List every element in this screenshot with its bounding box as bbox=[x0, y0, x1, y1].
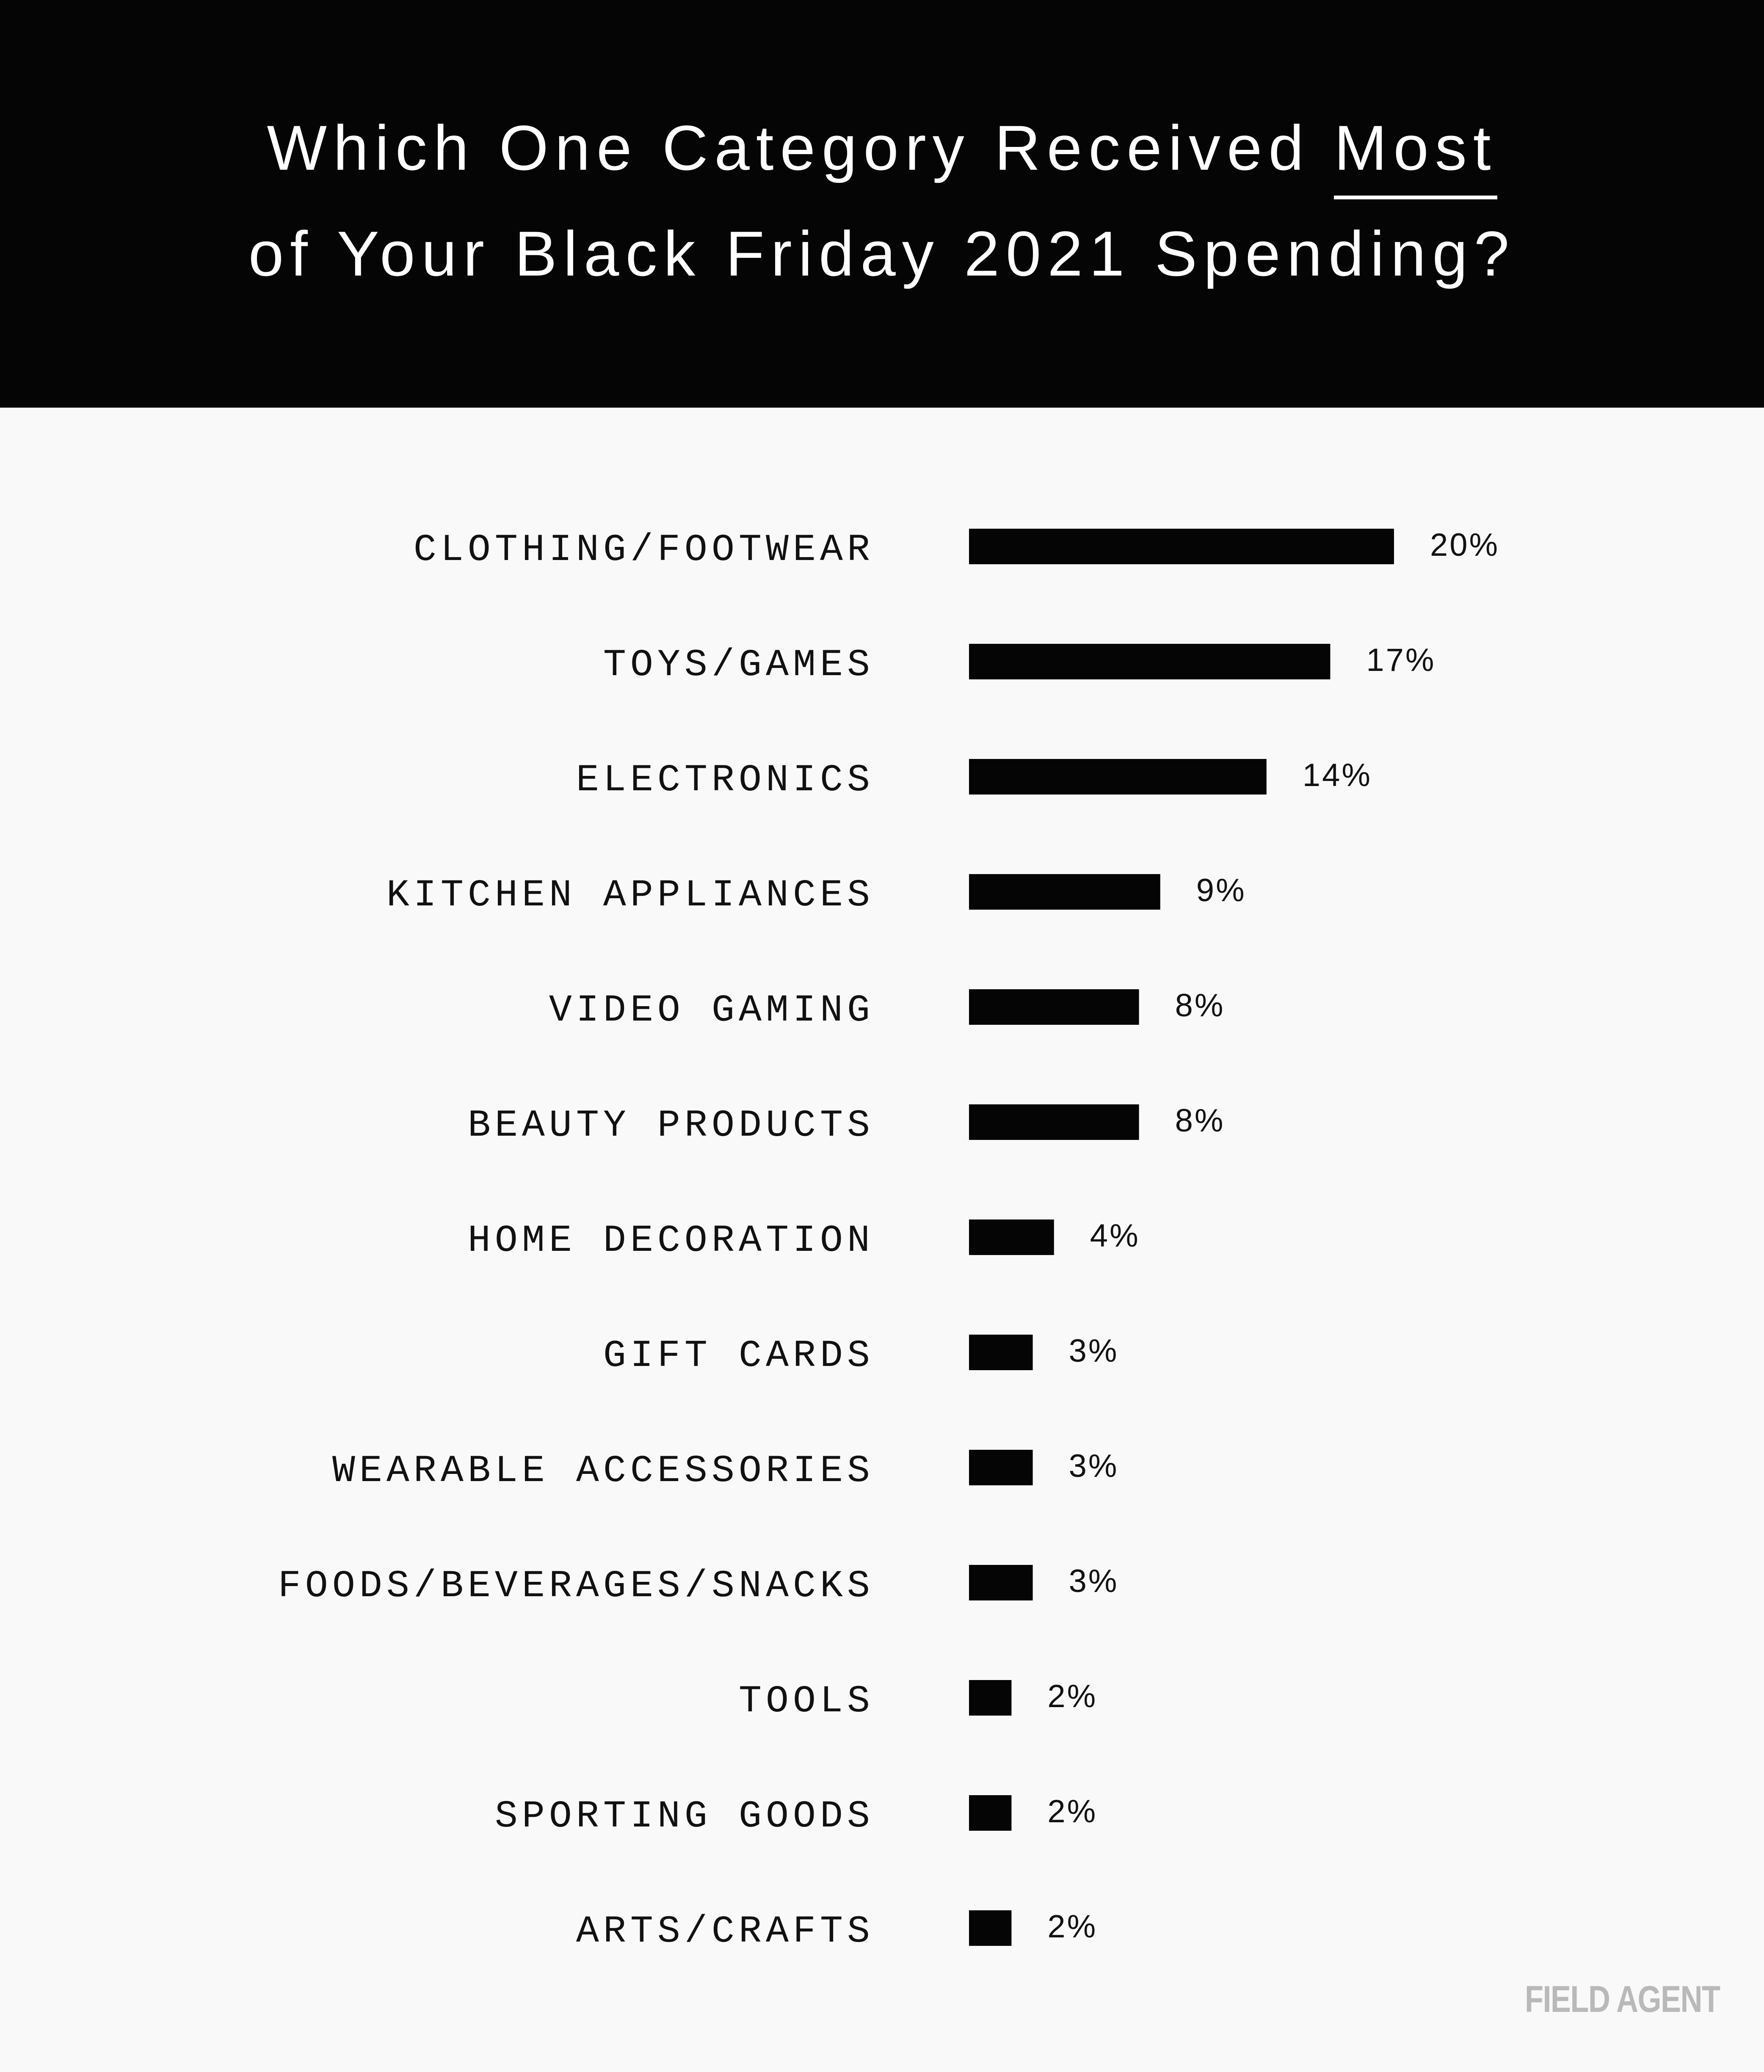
bar bbox=[969, 529, 1394, 564]
category-label: WEARABLE ACCESSORIES bbox=[332, 1450, 874, 1493]
category-label: GIFT CARDS bbox=[603, 1335, 874, 1378]
category-label: CLOTHING/FOOTWEAR bbox=[414, 529, 874, 572]
value-label: 9% bbox=[1196, 872, 1246, 908]
category-label: BEAUTY PRODUCTS bbox=[468, 1104, 874, 1148]
bar bbox=[969, 644, 1331, 679]
value-label: 4% bbox=[1090, 1218, 1140, 1254]
value-label: 14% bbox=[1303, 757, 1372, 793]
bar bbox=[969, 989, 1139, 1025]
category-label: KITCHEN APPLIANCES bbox=[386, 874, 874, 917]
chart-title-line-1: Which One Category Received Most bbox=[0, 116, 1764, 199]
bar bbox=[969, 1219, 1054, 1255]
value-label: 17% bbox=[1366, 642, 1435, 678]
value-label: 20% bbox=[1430, 527, 1499, 563]
value-label: 2% bbox=[1047, 1678, 1097, 1714]
category-label: HOME DECORATION bbox=[468, 1219, 874, 1263]
bar bbox=[969, 1104, 1139, 1140]
value-label: 2% bbox=[1047, 1909, 1097, 1945]
field-agent-logo: FIELD AGENT bbox=[1524, 1978, 1720, 2020]
category-label: VIDEO GAMING bbox=[549, 989, 874, 1032]
bar bbox=[969, 874, 1160, 910]
value-label: 3% bbox=[1069, 1333, 1119, 1369]
category-label: FOODS/BEVERAGES/SNACKS bbox=[278, 1565, 874, 1608]
category-label: SPORTING GOODS bbox=[495, 1795, 874, 1838]
bar bbox=[969, 759, 1267, 795]
category-label: ELECTRONICS bbox=[576, 759, 874, 802]
bar bbox=[969, 1335, 1033, 1370]
value-label: 3% bbox=[1069, 1448, 1119, 1484]
value-label: 3% bbox=[1069, 1563, 1119, 1599]
category-label: ARTS/CRAFTS bbox=[576, 1910, 874, 1953]
chart-title-part-1: Which One Category Received bbox=[267, 112, 1334, 183]
value-label: 8% bbox=[1175, 1103, 1225, 1139]
category-label: TOOLS bbox=[739, 1680, 874, 1723]
bar bbox=[969, 1565, 1033, 1600]
chart-title-emphasis: Most bbox=[1334, 116, 1497, 199]
value-label: 2% bbox=[1047, 1793, 1097, 1829]
title-banner: Which One Category Received Most of Your… bbox=[0, 0, 1764, 408]
chart-title-line-2: of Your Black Friday 2021 Spending? bbox=[248, 218, 1516, 289]
value-label: 8% bbox=[1175, 988, 1225, 1024]
category-label: TOYS/GAMES bbox=[603, 644, 874, 687]
bar bbox=[969, 1680, 1012, 1716]
bar bbox=[969, 1795, 1012, 1831]
bar bbox=[969, 1450, 1033, 1485]
bar bbox=[969, 1910, 1012, 1946]
